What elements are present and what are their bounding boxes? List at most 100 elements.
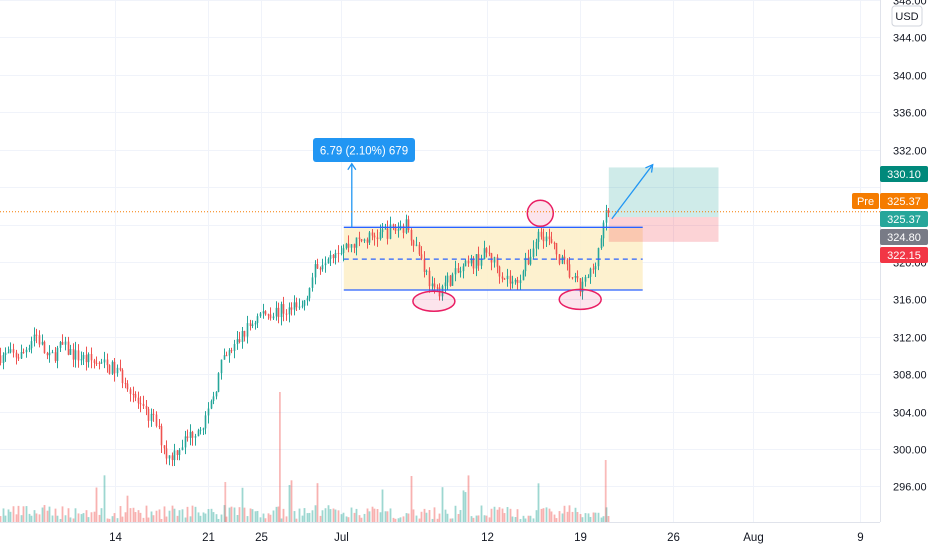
volume-bar: [30, 515, 33, 522]
candle-body: [433, 283, 436, 288]
volume-bar: [329, 509, 332, 522]
volume-bar: [41, 507, 44, 522]
volume-bar: [334, 509, 337, 522]
candle-body: [519, 280, 522, 284]
volume-bar: [589, 516, 592, 522]
measure-tooltip-box: [313, 138, 415, 162]
candle-body: [249, 323, 252, 327]
candle-body: [87, 354, 90, 363]
volume-bar: [511, 516, 514, 522]
volume-bar: [555, 518, 558, 522]
candle-body: [7, 352, 10, 354]
volume-bar: [272, 510, 275, 522]
candle-body: [579, 278, 582, 293]
candle-body: [316, 264, 319, 269]
volume-bar: [228, 507, 231, 522]
long-position-stop-zone: [608, 217, 719, 242]
candle-body: [511, 281, 514, 284]
volume-bar: [2, 508, 5, 522]
volume-bar: [95, 487, 98, 522]
highlight-circle: [412, 290, 456, 312]
volume-bar: [15, 514, 18, 522]
volume-bar: [485, 515, 488, 522]
candle-body: [147, 408, 150, 421]
time-axis-ticks[interactable]: 14 21 25 Jul 12 19 26 Aug 9: [109, 532, 864, 544]
candle-body: [69, 349, 72, 355]
currency-label: USD: [895, 11, 918, 23]
candle-body: [171, 455, 174, 461]
volume-spike: [224, 482, 227, 522]
candle-body: [189, 431, 192, 439]
volume-bar: [366, 508, 369, 522]
candle-body: [483, 248, 486, 260]
candle-body: [457, 268, 460, 273]
candle-body: [165, 448, 168, 459]
volume-bar: [129, 508, 132, 522]
volume-bar: [475, 515, 478, 522]
volume-bar: [459, 510, 462, 522]
candle-body: [545, 236, 548, 242]
candle-body: [350, 244, 353, 248]
candle-body: [85, 354, 88, 363]
volume-bar: [264, 518, 267, 522]
candle-body: [4, 352, 7, 355]
candle-body: [529, 256, 532, 265]
volume-bar: [301, 515, 304, 522]
entry-price-tag: 324.80: [880, 229, 928, 245]
candle-body: [392, 224, 395, 227]
price-tick-label: 340.00: [893, 71, 927, 83]
volume-bar: [238, 507, 241, 522]
candle-body: [176, 450, 179, 455]
candle-body: [220, 359, 223, 374]
candle-body: [571, 277, 574, 279]
volume-bar: [501, 508, 504, 522]
candle-body: [54, 352, 57, 361]
target-price-tag: 330.10: [880, 166, 928, 182]
volume-bar: [194, 506, 197, 522]
candle-body: [267, 314, 270, 316]
volume-bar: [516, 509, 519, 522]
candle-body: [301, 305, 304, 307]
volume-bar: [483, 515, 486, 522]
volume-bar: [428, 510, 431, 522]
projection-arrow-line: [611, 164, 654, 220]
candle-body: [493, 257, 496, 263]
volume-bar: [454, 505, 457, 522]
volume-bar: [438, 513, 441, 522]
candle-body: [345, 243, 348, 249]
volume-bar: [4, 515, 7, 522]
volume-bar: [496, 509, 499, 522]
candle-body: [602, 222, 605, 239]
candle-body: [321, 265, 324, 270]
candle-body: [46, 353, 49, 356]
annotation-drawings[interactable]: [343, 162, 654, 312]
volume-bar: [189, 516, 192, 522]
candle-body: [402, 225, 405, 233]
candle-body: [38, 335, 41, 345]
candle-body: [514, 279, 517, 282]
currency-button[interactable]: USD: [891, 5, 923, 27]
candle-body: [259, 313, 262, 317]
candle-body: [449, 275, 452, 286]
candle-body: [368, 232, 371, 243]
measure-tooltip[interactable]: 6.79 (2.10%) 679: [313, 138, 415, 162]
volume-bar: [93, 511, 96, 522]
volume-bar: [77, 513, 80, 522]
candle-body: [210, 400, 213, 409]
volume-bar: [337, 510, 340, 522]
candle-body: [306, 298, 309, 301]
volume-bar: [308, 512, 311, 522]
volume-bar: [147, 517, 150, 522]
candle-body: [228, 350, 231, 356]
candle-body: [441, 286, 444, 297]
volume-bar: [519, 518, 522, 522]
candle-body: [150, 413, 153, 421]
price-axis-ticks[interactable]: 296.00300.00304.00308.00312.00316.00320.…: [893, 0, 927, 494]
candle-body: [280, 304, 283, 318]
volume-bar: [425, 512, 428, 522]
volume-bar: [373, 508, 376, 522]
volume-bar: [90, 512, 93, 522]
volume-bar: [498, 507, 501, 522]
